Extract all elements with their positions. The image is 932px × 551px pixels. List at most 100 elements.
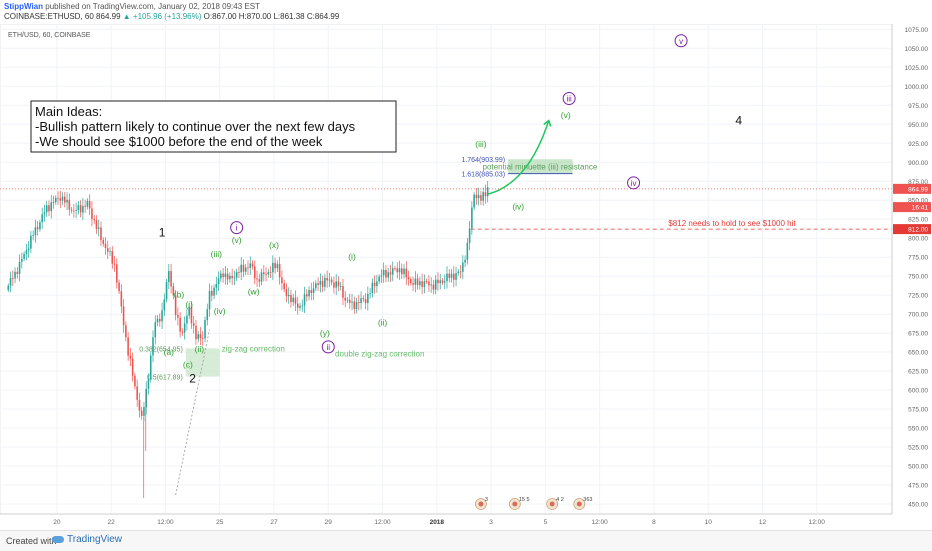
candle-body <box>296 303 299 308</box>
y-tick-label: 1025.00 <box>905 65 929 72</box>
zones: 1.764(903.99) 1.618(885.03)potential minu… <box>139 157 598 381</box>
x-tick-label: 8 <box>652 519 656 526</box>
candle-body <box>59 198 62 201</box>
event-flag-dot <box>478 501 484 507</box>
candle-body <box>471 207 473 229</box>
candle-body <box>120 291 123 307</box>
price-chart[interactable]: 1.764(903.99) 1.618(885.03)potential minu… <box>0 24 932 530</box>
y-tick-label: 550.00 <box>908 426 928 433</box>
candle-body <box>220 273 222 279</box>
candle-body <box>156 318 159 323</box>
candle-body <box>339 286 342 287</box>
resistance-zone-label: potential minuette (iii) resistance <box>483 162 598 171</box>
horizontal-lines: $812 needs to hold to see $1000 hit <box>0 188 892 230</box>
candle-body <box>335 281 337 288</box>
created-with-label: Created with <box>6 536 57 546</box>
y-axis-background <box>892 24 932 514</box>
candle-body <box>186 315 188 324</box>
main-ideas-line1: -Bullish pattern likely to continue over… <box>35 119 356 134</box>
arrow-head <box>543 119 552 127</box>
y-tick-label: 975.00 <box>908 103 928 110</box>
candle-body <box>41 214 43 223</box>
y-tick-label: 800.00 <box>908 236 928 243</box>
candle-body <box>362 298 365 300</box>
candle-body <box>111 251 114 264</box>
candle-body <box>240 264 242 273</box>
support-zone <box>185 348 220 377</box>
candle-body <box>102 240 105 244</box>
candle-body <box>34 227 37 236</box>
candle-body <box>127 337 129 356</box>
candle-body <box>217 278 220 284</box>
candle-body <box>328 279 331 281</box>
candle-body <box>39 222 41 230</box>
candle-body <box>281 277 283 284</box>
wave-circle <box>627 176 641 190</box>
candle-body <box>473 194 475 208</box>
candle-body <box>439 280 442 284</box>
candle-body <box>161 310 163 322</box>
candle-body <box>229 275 231 280</box>
candle-body <box>253 266 256 279</box>
candle-body <box>480 195 482 201</box>
candle-body <box>68 199 71 210</box>
candle-body <box>290 294 292 303</box>
candle-body <box>154 322 157 338</box>
candle-body <box>158 318 161 322</box>
y-tick-label: 675.00 <box>908 331 928 338</box>
event-flag-dot <box>576 501 582 507</box>
tradingview-logo[interactable]: TradingView <box>52 534 122 545</box>
candle-body <box>138 399 141 411</box>
candle-body <box>396 268 399 273</box>
candle-body <box>410 279 412 284</box>
x-tick-label: 12:00 <box>592 519 609 526</box>
candle-body <box>385 270 387 278</box>
event-count: 363 <box>583 497 592 503</box>
candle-body <box>197 334 200 340</box>
candle-body <box>425 281 428 282</box>
candle-body <box>269 272 272 273</box>
candle-body <box>428 281 430 286</box>
candles <box>7 181 489 499</box>
candle-body <box>106 248 109 252</box>
candle-body <box>190 306 193 324</box>
candle-body <box>330 279 333 283</box>
candle-body <box>324 277 326 287</box>
candle-body <box>43 212 46 215</box>
grid <box>0 24 893 515</box>
candle-body <box>369 293 371 294</box>
candle-body <box>455 273 457 280</box>
candle-body <box>16 271 19 274</box>
candle-body <box>278 264 281 278</box>
candle-body <box>475 194 478 199</box>
price-tag <box>893 202 931 213</box>
symbol-label: COINBASE:ETHUSD, 60 <box>4 12 94 21</box>
wave-circle <box>321 340 335 354</box>
candle-body <box>79 205 82 213</box>
candle-body <box>484 192 487 197</box>
candle-body <box>299 305 301 308</box>
wave-label: (i) <box>185 299 193 309</box>
y-tick-label: 625.00 <box>908 369 928 376</box>
wave-label: iii <box>566 94 572 103</box>
candle-body <box>233 277 236 279</box>
y-tick-label: 900.00 <box>908 160 928 167</box>
x-tick-label: 2018 <box>430 519 445 526</box>
candle-body <box>204 320 206 339</box>
candle-body <box>380 275 383 277</box>
wave-label: (ii) <box>378 318 388 328</box>
candle-body <box>27 248 30 251</box>
candle-body <box>482 192 484 201</box>
y-tick-label: 1075.00 <box>905 27 929 34</box>
y-tick-label: 700.00 <box>908 312 928 319</box>
brand-label: TradingView <box>67 534 123 545</box>
wave-label: 2 <box>189 372 196 386</box>
author-name[interactable]: StippWian <box>4 2 44 11</box>
wave-label: v <box>679 37 683 46</box>
candle-body <box>303 294 306 306</box>
candle-body <box>371 282 374 294</box>
candle-body <box>249 263 252 268</box>
wave-label: i <box>236 224 238 233</box>
candle-body <box>215 283 218 288</box>
candle-body <box>64 196 66 203</box>
